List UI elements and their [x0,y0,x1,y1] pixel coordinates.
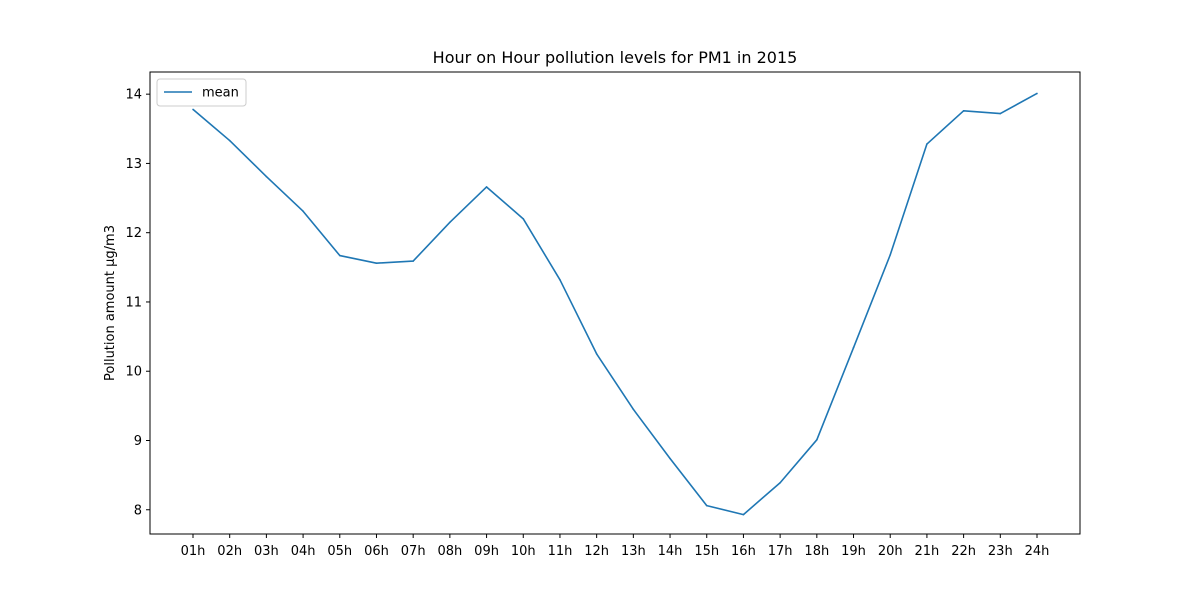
plot-frame [149,71,1081,535]
x-tick-label: 11h [548,544,573,559]
chart-title: Hour on Hour pollution levels for PM1 in… [433,48,798,67]
data-point [632,408,635,411]
legend: mean [156,78,247,107]
x-tick-label: 23h [988,544,1013,559]
series-line-mean [192,92,1038,516]
x-tick-label: 18h [804,544,829,559]
legend-box [156,78,247,107]
x-tick-label: 05h [327,544,352,559]
x-tick-label: 14h [658,544,683,559]
data-point [265,175,268,178]
data-point [1036,92,1038,95]
x-tick-label: 13h [621,544,646,559]
x-tick-label: 22h [951,544,976,559]
data-point [999,112,1002,115]
x-tick-label: 12h [584,544,609,559]
data-point [449,221,451,224]
x-tick-label: 02h [217,544,242,559]
y-axis-label: Pollution amount µg/m3 [103,225,118,381]
y-axis-ticks: 8 9 10 11 12 13 14 [125,88,150,518]
x-tick-label: 16h [731,544,756,559]
data-point [742,513,745,516]
legend-label-mean: mean [202,86,239,101]
y-tick-label: 14 [125,88,142,103]
x-tick-label: 09h [474,544,499,559]
data-point [779,481,781,484]
data-point [412,260,414,262]
data-point [228,139,231,142]
x-tick-label: 10h [511,544,536,559]
y-tick-label: 13 [125,157,142,172]
x-tick-label: 07h [401,544,426,559]
x-tick-label: 15h [694,544,719,559]
y-tick-label: 9 [134,434,142,449]
data-point [595,353,598,355]
data-point [669,457,671,460]
data-point [302,210,304,213]
x-tick-label: 21h [915,544,940,559]
x-tick-label: 06h [364,544,389,559]
x-tick-label: 24h [1025,544,1050,559]
data-point [705,504,708,507]
data-point [889,254,892,256]
x-tick-label: 20h [878,544,903,559]
x-tick-label: 03h [254,544,279,559]
data-point [338,254,341,257]
data-point [192,108,194,111]
data-point [485,186,488,188]
data-point [816,439,818,441]
data-point [962,109,965,112]
y-tick-label: 11 [125,295,142,310]
x-tick-label: 17h [768,544,793,559]
x-tick-label: 04h [291,544,316,559]
y-tick-label: 10 [125,365,142,380]
y-tick-label: 8 [134,503,142,518]
data-point [926,143,928,145]
data-point [522,218,525,220]
data-point [559,279,561,281]
x-tick-label: 19h [841,544,866,559]
data-point [852,346,855,349]
x-axis-ticks: 01h 02h 03h 04h 05h 06h 07h 08h 09h 10h 11h 12h 13h 1… [181,534,1050,559]
series-layer [192,92,1038,516]
x-tick-label: 01h [181,544,206,559]
data-point [375,262,378,264]
y-tick-label: 12 [125,226,142,241]
x-tick-label: 08h [437,544,462,559]
